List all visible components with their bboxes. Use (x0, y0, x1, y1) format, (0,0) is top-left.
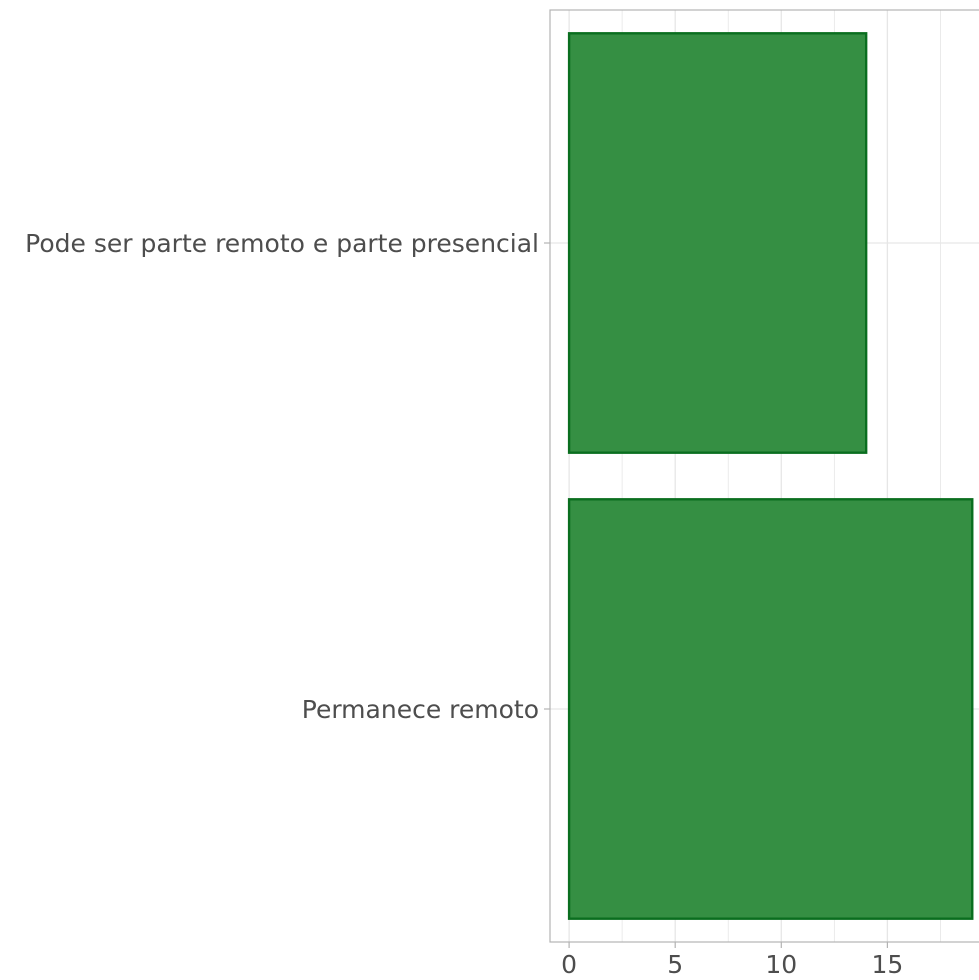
x-tick-label: 10 (765, 950, 797, 975)
x-tick-label: 5 (667, 950, 683, 975)
x-tick-label: 0 (561, 950, 577, 975)
bar-2 (567, 498, 974, 920)
panel-border (549, 9, 979, 943)
bar-1 (567, 32, 868, 454)
y-tick-label: Pode ser parte remoto e parte presencial (25, 229, 539, 258)
x-tick-label: 15 (871, 950, 903, 975)
bars-layer (567, 32, 974, 920)
y-tick-label: Permanece remoto (302, 695, 539, 724)
axis-layer: Pode ser parte remoto e parte presencial… (25, 9, 979, 979)
